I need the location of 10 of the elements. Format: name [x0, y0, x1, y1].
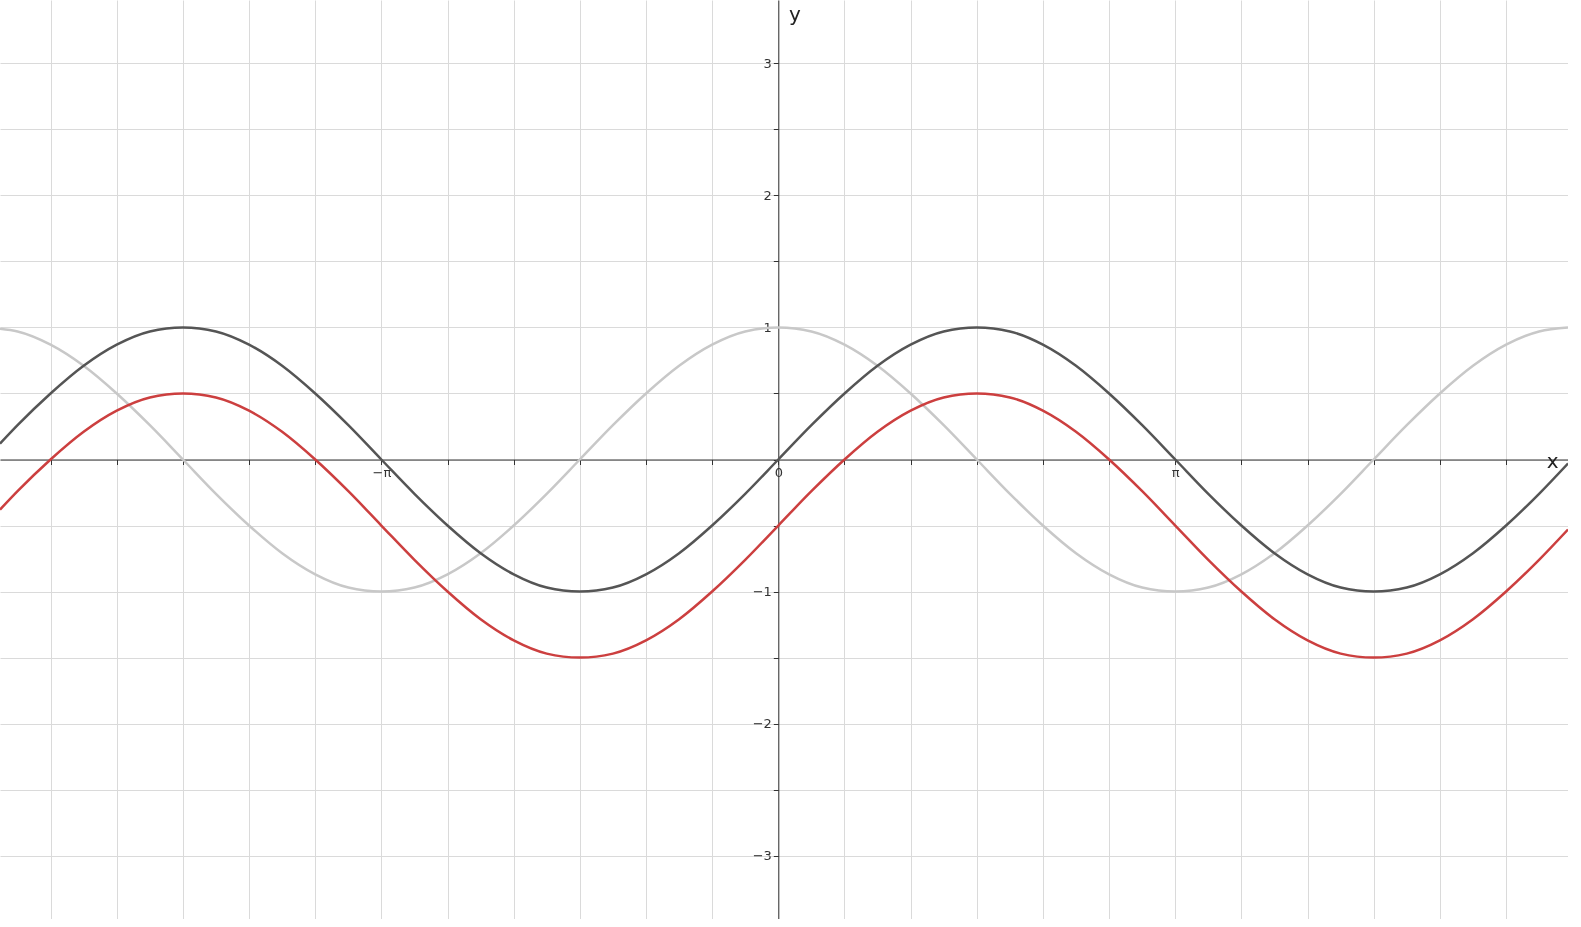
y-tick-label: −1 [752, 584, 772, 600]
y-axis-title: y [788, 1, 801, 26]
y-tick-label: −2 [752, 716, 772, 732]
x-tick-label: −π [372, 465, 392, 480]
line-series [0, 392, 1568, 659]
y-tick-label: 2 [763, 187, 772, 203]
y-tick-label: −3 [752, 848, 772, 864]
x-tick-label: π [1171, 465, 1180, 480]
x-axis-title: x [1546, 449, 1559, 473]
y-tick-label: 3 [763, 55, 772, 71]
